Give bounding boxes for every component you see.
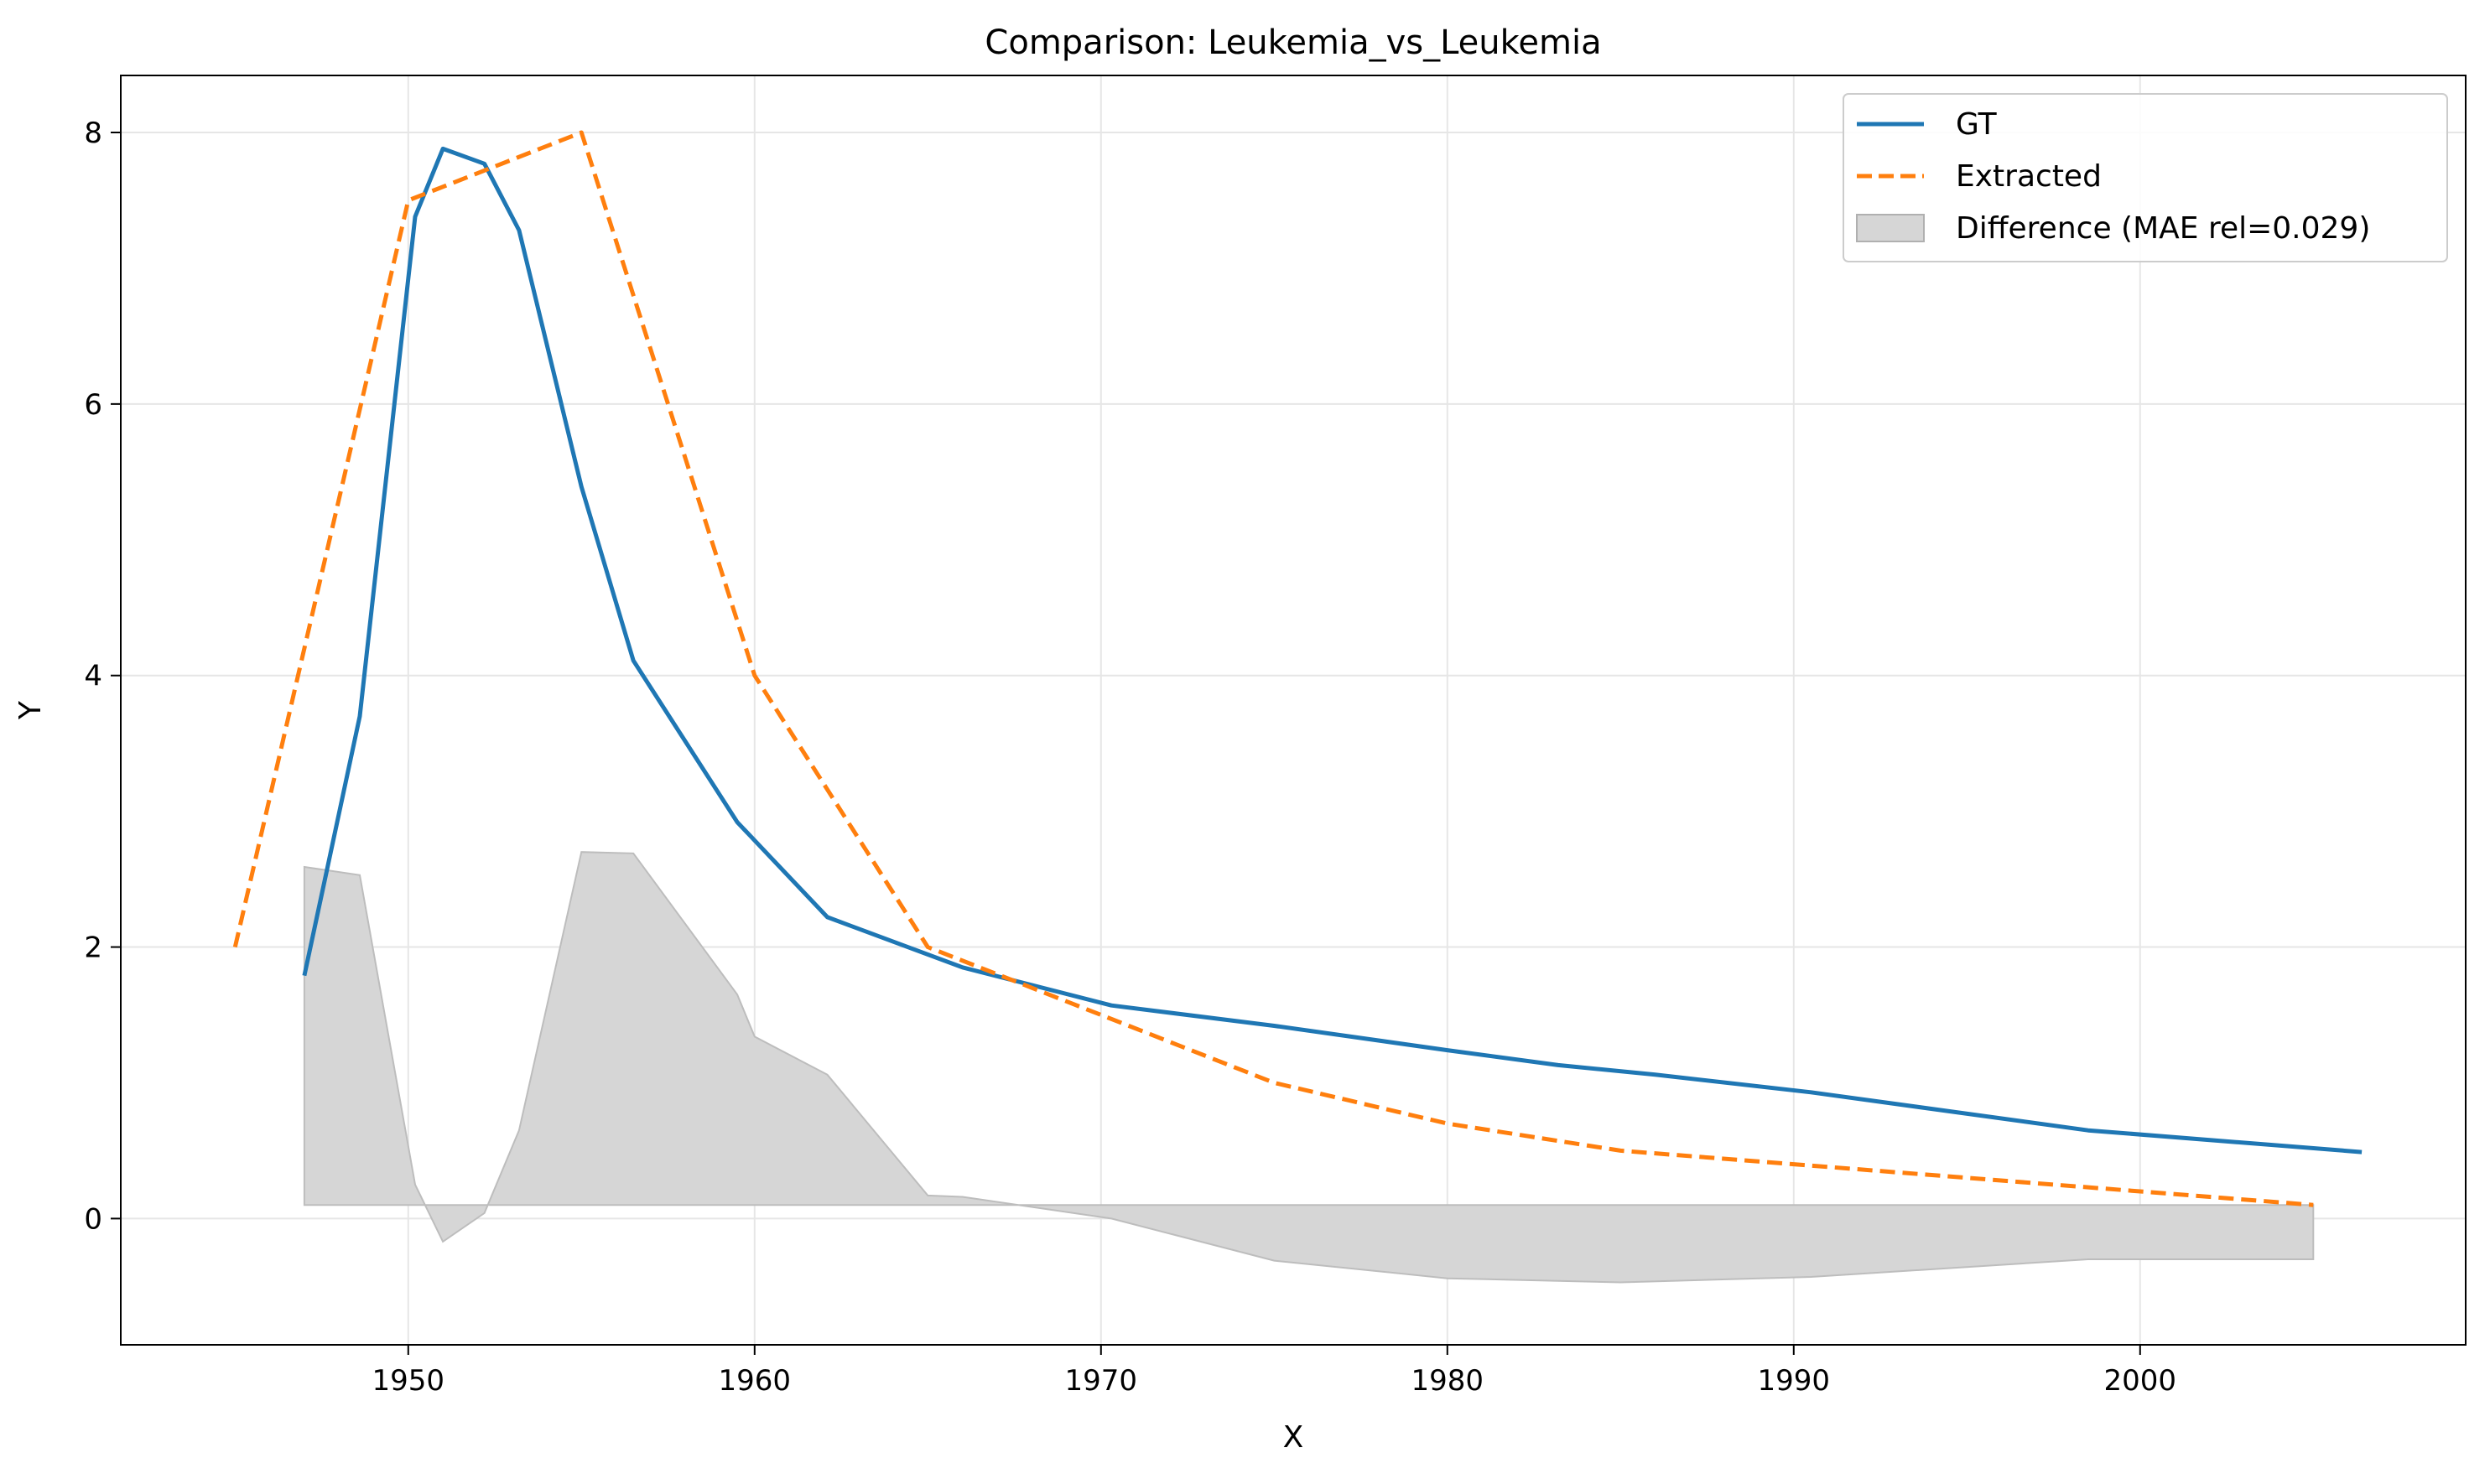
y-tick-label: 8 <box>84 117 102 150</box>
x-tick-label: 2000 <box>2104 1364 2177 1398</box>
series-layer <box>232 130 2363 1207</box>
legend: GT Extracted Difference (MAE rel=0.029) <box>1843 93 2448 262</box>
legend-difference-label: Difference (MAE rel=0.029) <box>1956 211 2370 246</box>
axis-ticks: 1950 1960 1970 1980 1990 2000 0 2 4 6 8 <box>84 117 2176 1398</box>
plot-frame <box>120 75 2467 1346</box>
legend-extracted-label: Extracted <box>1956 159 2102 194</box>
x-tick-label: 1990 <box>1758 1364 1831 1398</box>
legend-difference-swatch <box>1856 214 1925 242</box>
y-axis-label: Y <box>13 700 48 720</box>
x-tick-label: 1970 <box>1065 1364 1138 1398</box>
x-tick-label: 1980 <box>1411 1364 1484 1398</box>
legend-gt-label: GT <box>1956 107 1998 142</box>
y-tick-label: 4 <box>84 660 102 693</box>
x-tick-label: 1950 <box>372 1364 445 1398</box>
y-tick-label: 6 <box>84 388 102 422</box>
legend-box <box>1843 93 2448 262</box>
x-tick-label: 1960 <box>719 1364 792 1398</box>
series-line-gt <box>302 146 2363 1155</box>
chart-title: Comparison: Leukemia_vs_Leukemia <box>985 23 1601 62</box>
series-line-extracted <box>232 130 2314 1207</box>
x-axis-label: X <box>1283 1420 1304 1455</box>
y-tick-label: 2 <box>84 931 102 965</box>
y-tick-label: 0 <box>84 1202 102 1236</box>
